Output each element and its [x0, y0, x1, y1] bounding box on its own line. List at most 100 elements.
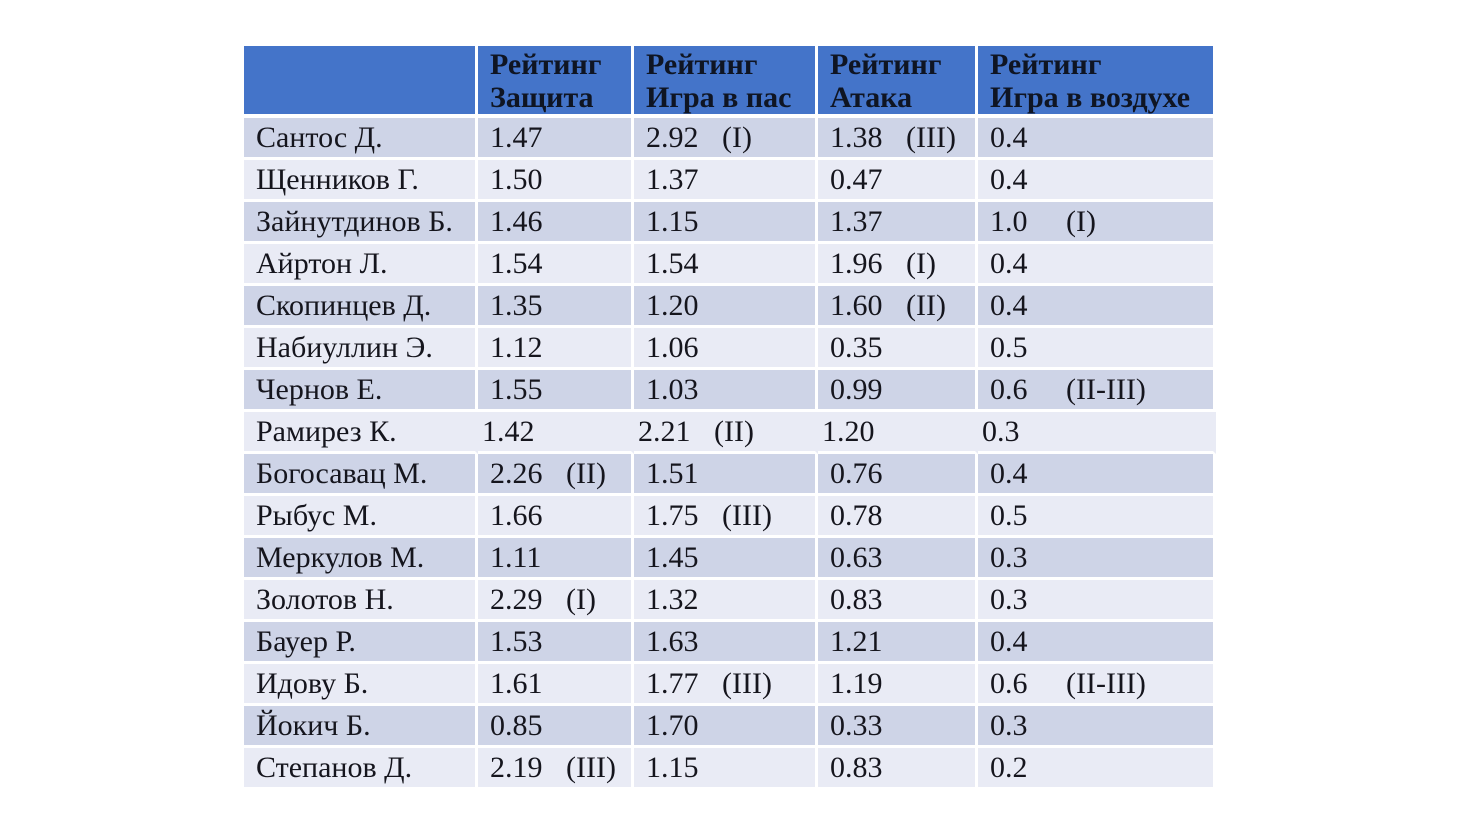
rating-value: 0.63 [830, 540, 883, 574]
rating-cell: 0.47 [818, 160, 978, 202]
rating-cell: 1.20 [634, 286, 818, 328]
rating-rank: (I) [566, 582, 596, 616]
rating-cell: 1.61 [478, 664, 634, 706]
rating-rank: (II-III) [1066, 372, 1146, 406]
rating-cell: 0.5 [978, 328, 1216, 370]
rating-value: 1.70 [646, 708, 699, 742]
rating-cell: 1.0 (I) [978, 202, 1216, 244]
rating-value: 1.20 [646, 288, 699, 322]
table-body: Сантос Д. 1.47 2.92 (I) 1.38 (III) 0.4 Щенников… [244, 118, 1216, 790]
player-name: Чернов Е. [244, 370, 478, 412]
rating-value: 1.96 [830, 246, 883, 280]
rating-rank: (III) [566, 750, 616, 784]
rating-cell: 0.63 [818, 538, 978, 580]
rating-value: 0.3 [990, 708, 1028, 742]
table-row: Чернов Е. 1.55 1.03 0.99 0.6 (II-III) [244, 370, 1216, 412]
rating-value: 1.60 [830, 288, 883, 322]
rating-value: 1.77 [646, 666, 699, 700]
rating-cell: 1.50 [478, 160, 634, 202]
rating-cell: 1.21 [818, 622, 978, 664]
header-rating-attack: Рейтинг Атака [818, 46, 978, 118]
rating-cell: 1.77 (III) [634, 664, 818, 706]
rating-value: 1.11 [490, 540, 542, 574]
rating-cell: 1.51 [634, 454, 818, 496]
player-name: Зайнутдинов Б. [244, 202, 478, 244]
rating-value: 0.4 [990, 120, 1028, 154]
table-row: Зайнутдинов Б. 1.46 1.15 1.37 1.0 (I) [244, 202, 1216, 244]
rating-value: 1.20 [822, 414, 875, 448]
rating-value: 1.32 [646, 582, 699, 616]
header-row: Рейтинг Защита Рейтинг Игра в пас Рейтинг … [244, 46, 1216, 118]
rating-value: 1.55 [490, 372, 543, 406]
header-rating-passing: Рейтинг Игра в пас [634, 46, 818, 118]
rating-value: 1.53 [490, 624, 543, 658]
rating-value: 0.4 [990, 288, 1028, 322]
rating-value: 1.46 [490, 204, 543, 238]
rating-cell: 1.35 [478, 286, 634, 328]
rating-value: 1.12 [490, 330, 543, 364]
rating-cell: 2.92 (I) [634, 118, 818, 160]
rating-value: 0.3 [982, 414, 1020, 448]
table-row: Набиуллин Э. 1.12 1.06 0.35 0.5 [244, 328, 1216, 370]
player-ratings-table: Рейтинг Защита Рейтинг Игра в пас Рейтинг … [244, 46, 1216, 790]
rating-rank: (I) [722, 120, 752, 154]
rating-cell: 0.35 [818, 328, 978, 370]
rating-value: 1.66 [490, 498, 543, 532]
rating-value: 0.4 [990, 456, 1028, 490]
rating-cell: 0.76 [818, 454, 978, 496]
rating-value: 1.0 [990, 204, 1028, 238]
rating-value: 0.99 [830, 372, 883, 406]
table-row: Идову Б. 1.61 1.77 (III) 1.19 0.6 (II-III) [244, 664, 1216, 706]
rating-cell: 2.19 (III) [478, 748, 634, 790]
rating-rank: (III) [722, 498, 772, 532]
rating-cell: 0.78 [818, 496, 978, 538]
rating-value: 0.76 [830, 456, 883, 490]
rating-value: 0.85 [490, 708, 543, 742]
rating-cell: 1.70 [634, 706, 818, 748]
rating-rank: (I) [1066, 204, 1096, 238]
rating-value: 1.38 [830, 120, 883, 154]
rating-cell: 0.83 [818, 580, 978, 622]
table-row: Бауер Р. 1.53 1.63 1.21 0.4 [244, 622, 1216, 664]
rating-cell: 1.54 [478, 244, 634, 286]
rating-value: 1.50 [490, 162, 543, 196]
rating-value: 0.33 [830, 708, 883, 742]
rating-cell: 1.15 [634, 748, 818, 790]
player-name: Бауер Р. [244, 622, 478, 664]
rating-value: 0.4 [990, 246, 1028, 280]
rating-value: 0.6 [990, 372, 1028, 406]
rating-value: 1.47 [490, 120, 543, 154]
rating-cell: 1.66 [478, 496, 634, 538]
rating-cell: 1.38 (III) [818, 118, 978, 160]
rating-cell: 2.29 (I) [478, 580, 634, 622]
header-rating-defense: Рейтинг Защита [478, 46, 634, 118]
rating-value: 2.92 [646, 120, 699, 154]
rating-cell: 0.85 [478, 706, 634, 748]
rating-cell: 0.5 [978, 496, 1216, 538]
player-name: Меркулов М. [244, 538, 478, 580]
rating-value: 0.83 [830, 750, 883, 784]
rating-cell: 1.32 [634, 580, 818, 622]
rating-cell: 0.3 [978, 580, 1216, 622]
rating-cell: 2.21 (II) [634, 412, 818, 454]
player-name: Сантос Д. [244, 118, 478, 160]
table-row: Меркулов М. 1.11 1.45 0.63 0.3 [244, 538, 1216, 580]
rating-rank: (II-III) [1066, 666, 1146, 700]
rating-rank: (I) [906, 246, 936, 280]
rating-cell: 0.4 [978, 454, 1216, 496]
table-row: Степанов Д. 2.19 (III) 1.15 0.83 0.2 [244, 748, 1216, 790]
rating-value: 1.61 [490, 666, 543, 700]
table-row: Айртон Л. 1.54 1.54 1.96 (I) 0.4 [244, 244, 1216, 286]
rating-cell: 1.96 (I) [818, 244, 978, 286]
rating-cell: 1.15 [634, 202, 818, 244]
rating-value: 1.42 [482, 414, 535, 448]
rating-value: 1.75 [646, 498, 699, 532]
rating-cell: 1.45 [634, 538, 818, 580]
rating-cell: 0.83 [818, 748, 978, 790]
table-row: Богосавац М. 2.26 (II) 1.51 0.76 0.4 [244, 454, 1216, 496]
rating-cell: 1.55 [478, 370, 634, 412]
rating-cell: 1.42 [478, 412, 634, 454]
rating-value: 1.03 [646, 372, 699, 406]
table-row: Рыбус М. 1.66 1.75 (III) 0.78 0.5 [244, 496, 1216, 538]
rating-value: 1.54 [490, 246, 543, 280]
